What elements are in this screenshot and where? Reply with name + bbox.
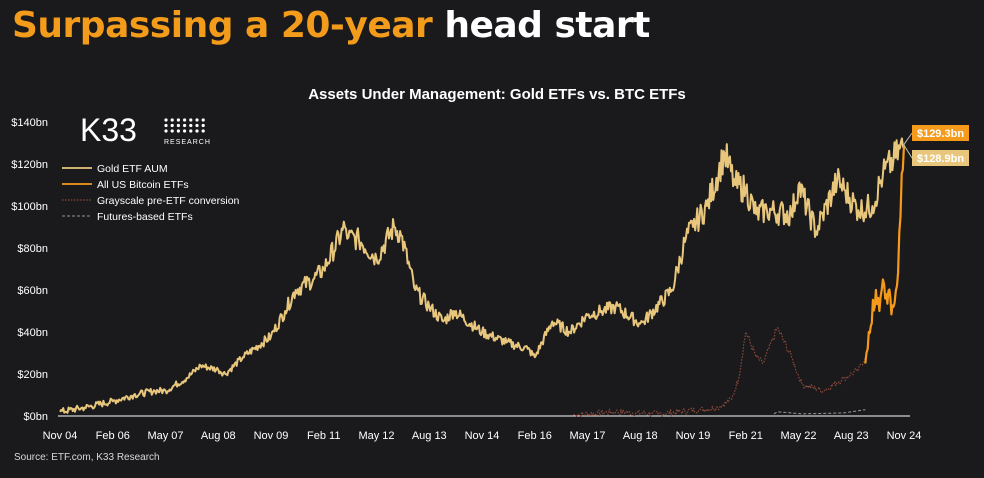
logo-dot bbox=[201, 118, 205, 122]
logo-dot bbox=[176, 123, 180, 128]
legend-label: Futures-based ETFs bbox=[97, 211, 193, 223]
x-tick-label: Nov 19 bbox=[676, 430, 711, 442]
x-axis: Nov 04 Feb 06 May 07 Aug 08 Nov 09 Feb 11 May … bbox=[43, 430, 922, 442]
x-tick-label: Aug 08 bbox=[201, 430, 236, 442]
logo-dot bbox=[189, 118, 193, 122]
source-note: Source: ETF.com, K33 Research bbox=[14, 452, 160, 463]
logo-dot bbox=[195, 129, 199, 133]
y-tick-label: $100bn bbox=[11, 201, 48, 213]
series-grayscale bbox=[573, 327, 866, 417]
logo-dots-icon bbox=[164, 118, 205, 133]
x-tick-label: Feb 11 bbox=[307, 430, 340, 442]
logo-dot bbox=[164, 129, 168, 133]
gold-end-label: $129.3bn bbox=[917, 128, 964, 140]
logo-dot bbox=[189, 123, 193, 128]
x-tick-label: Nov 14 bbox=[465, 430, 500, 442]
x-tick-label: May 07 bbox=[147, 430, 183, 442]
logo-dot bbox=[183, 123, 187, 128]
btc-end-box bbox=[912, 150, 969, 166]
x-tick-label: May 17 bbox=[569, 430, 605, 442]
logo-name: K33 bbox=[80, 112, 137, 148]
end-labels: $129.3bn $128.9bn bbox=[903, 125, 969, 166]
y-tick-label: $60bn bbox=[17, 285, 48, 297]
logo-dot bbox=[176, 129, 180, 133]
gold-end-box bbox=[912, 125, 969, 141]
x-tick-label: Aug 13 bbox=[412, 430, 447, 442]
logo-dot bbox=[170, 129, 174, 133]
logo-dot bbox=[183, 129, 187, 133]
gold-end-leader bbox=[903, 132, 913, 145]
legend: Gold ETF AUM All US Bitcoin ETFs Grayscale… bbox=[62, 163, 240, 223]
y-tick-label: $80bn bbox=[17, 243, 48, 255]
x-tick-label: Feb 21 bbox=[729, 430, 763, 442]
headline: Surpassing a 20-year head start bbox=[12, 0, 650, 52]
y-tick-label: $0bn bbox=[24, 411, 48, 423]
series-group bbox=[59, 137, 906, 417]
series-gold-etf-aum bbox=[59, 137, 905, 414]
headline-accent: Surpassing a 20-year bbox=[12, 5, 433, 46]
logo-dot bbox=[195, 118, 199, 122]
logo-dot bbox=[189, 129, 193, 133]
logo-dot bbox=[201, 123, 205, 128]
x-tick-label: May 12 bbox=[358, 430, 394, 442]
x-tick-label: Feb 06 bbox=[96, 430, 130, 442]
logo-sub: RESEARCH bbox=[164, 139, 211, 146]
logo-dot bbox=[195, 123, 199, 128]
logo-dot bbox=[170, 118, 174, 122]
y-tick-label: $20bn bbox=[17, 369, 48, 381]
x-tick-label: Nov 04 bbox=[43, 430, 78, 442]
k33-logo: K33 RESEARCH bbox=[80, 112, 211, 148]
x-tick-label: Nov 09 bbox=[254, 430, 289, 442]
x-tick-label: Aug 18 bbox=[623, 430, 658, 442]
logo-dot bbox=[201, 129, 205, 133]
y-tick-label: $140bn bbox=[11, 117, 48, 129]
chart-title: Assets Under Management: Gold ETFs vs. B… bbox=[308, 86, 686, 103]
x-tick-label: Nov 24 bbox=[887, 430, 922, 442]
logo-dot bbox=[176, 118, 180, 122]
logo-dot bbox=[164, 123, 168, 128]
headline-rest: head start bbox=[444, 5, 650, 46]
x-tick-label: Feb 16 bbox=[518, 430, 552, 442]
btc-end-label: $128.9bn bbox=[917, 153, 964, 165]
y-tick-label: $40bn bbox=[17, 327, 48, 339]
legend-label: Grayscale pre-ETF conversion bbox=[97, 195, 240, 207]
y-tick-label: $120bn bbox=[11, 159, 48, 171]
logo-dot bbox=[183, 118, 187, 122]
logo-dot bbox=[170, 123, 174, 128]
series-futures-etfs bbox=[773, 409, 866, 415]
legend-label: All US Bitcoin ETFs bbox=[97, 179, 189, 191]
y-axis: $0bn $20bn $40bn $60bn $80bn $100bn $120bn $140… bbox=[11, 117, 48, 423]
x-tick-label: Aug 23 bbox=[834, 430, 869, 442]
btc-end-leader bbox=[903, 145, 913, 159]
x-tick-label: May 22 bbox=[780, 430, 816, 442]
series-us-bitcoin-etfs bbox=[864, 145, 906, 364]
logo-dot bbox=[164, 118, 168, 122]
legend-label: Gold ETF AUM bbox=[97, 163, 168, 175]
